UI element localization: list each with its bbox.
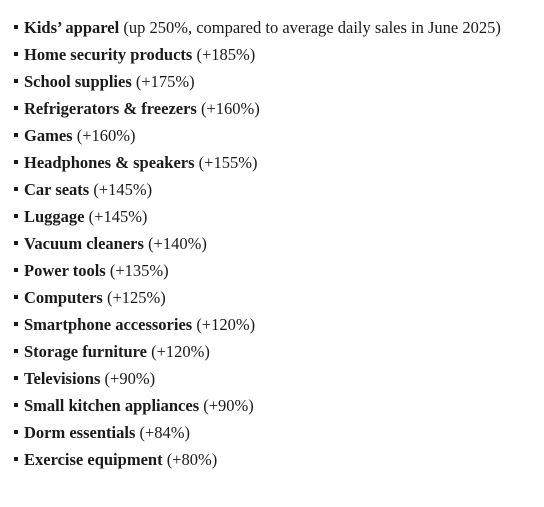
category-name: Televisions (24, 369, 101, 388)
list-item: Televisions (+90%) (14, 365, 524, 392)
list-item: Games (+160%) (14, 122, 524, 149)
category-name: Games (24, 126, 73, 145)
list-item: Exercise equipment (+80%) (14, 446, 524, 473)
category-name: Storage furniture (24, 342, 147, 361)
category-name: Luggage (24, 207, 85, 226)
list-item: School supplies (+175%) (14, 68, 524, 95)
list-item: Dorm essentials (+84%) (14, 419, 524, 446)
category-name: Headphones & speakers (24, 153, 195, 172)
category-name: Computers (24, 288, 103, 307)
list-item: Power tools (+135%) (14, 257, 524, 284)
list-item: Luggage (+145%) (14, 203, 524, 230)
category-change: (+140%) (148, 234, 207, 253)
category-name: Smartphone accessories (24, 315, 193, 334)
list-item: Home security products (+185%) (14, 41, 524, 68)
category-name: Power tools (24, 261, 106, 280)
category-name: School supplies (24, 72, 132, 91)
list-item: Computers (+125%) (14, 284, 524, 311)
category-name: Exercise equipment (24, 450, 163, 469)
category-change: (+155%) (198, 153, 258, 172)
category-name: Refrigerators & freezers (24, 99, 197, 118)
category-change: (+160%) (76, 126, 136, 145)
list-item: Small kitchen appliances (+90%) (14, 392, 524, 419)
category-change: (+90%) (203, 396, 254, 415)
category-change: (up 250%, compared to average daily sale… (123, 18, 501, 37)
list-item: Smartphone accessories (+120%) (14, 311, 524, 338)
category-change: (+160%) (200, 99, 260, 118)
category-change: (+125%) (106, 288, 166, 307)
category-change: (+145%) (93, 180, 153, 199)
list-item: Vacuum cleaners (+140%) (14, 230, 524, 257)
category-change: (+120%) (196, 315, 256, 334)
category-name: Small kitchen appliances (24, 396, 200, 415)
list-item: Kids’ apparel (up 250%, compared to aver… (14, 14, 524, 41)
list-item: Headphones & speakers (+155%) (14, 149, 524, 176)
category-change: (+145%) (88, 207, 148, 226)
category-name: Home security products (24, 45, 193, 64)
category-change: (+185%) (196, 45, 256, 64)
category-change: (+135%) (109, 261, 169, 280)
list-item: Refrigerators & freezers (+160%) (14, 95, 524, 122)
category-sales-list: Kids’ apparel (up 250%, compared to aver… (14, 14, 524, 473)
list-item: Car seats (+145%) (14, 176, 524, 203)
category-change: (+80%) (166, 450, 218, 469)
category-change: (+175%) (135, 72, 195, 91)
category-name: Car seats (24, 180, 90, 199)
category-name: Dorm essentials (24, 423, 136, 442)
category-change: (+90%) (104, 369, 156, 388)
category-change: (+84%) (139, 423, 191, 442)
category-name: Kids’ apparel (24, 18, 120, 37)
category-name: Vacuum cleaners (24, 234, 144, 253)
list-item: Storage furniture (+120%) (14, 338, 524, 365)
category-change: (+120%) (151, 342, 210, 361)
